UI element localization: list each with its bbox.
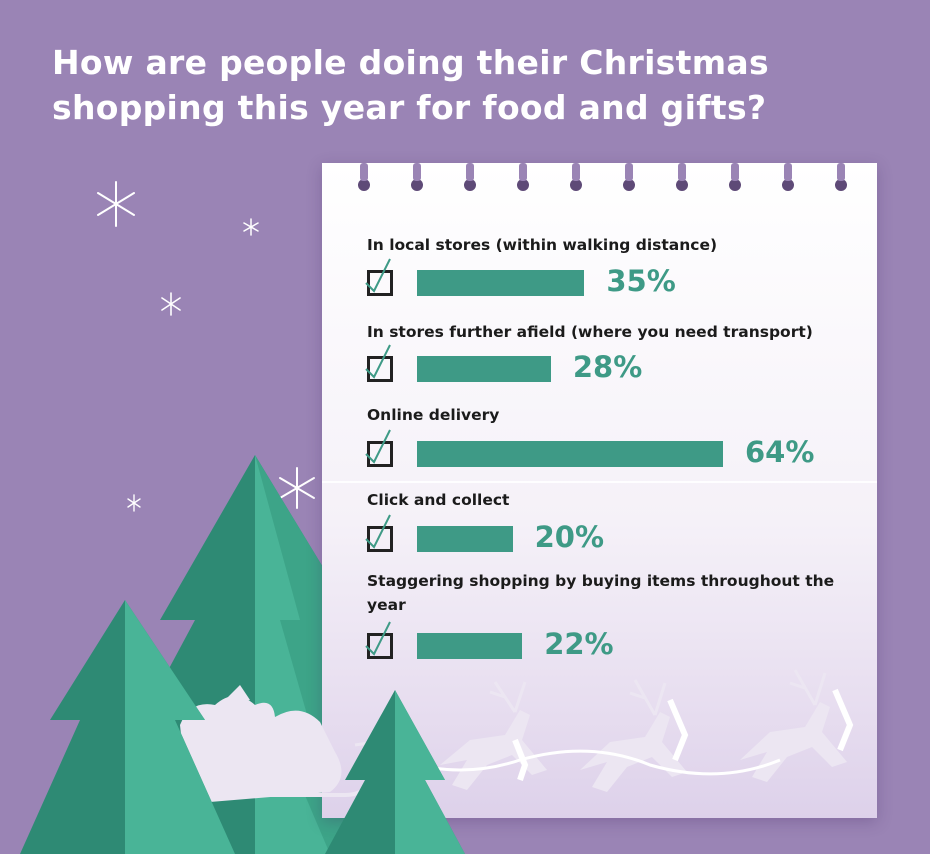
bar-row: 22% xyxy=(362,621,862,666)
checkbox-icon xyxy=(367,633,393,659)
bar-row: 28% xyxy=(362,344,862,389)
notepad-card: In local stores (within walking distance… xyxy=(322,163,877,818)
checkmark-icon xyxy=(365,514,391,549)
bar xyxy=(417,356,551,382)
title-line-2: shopping this year for food and gifts? xyxy=(52,88,767,127)
bar xyxy=(417,526,513,552)
sparkle-icon xyxy=(279,467,315,509)
bar xyxy=(417,270,585,296)
checkbox-icon xyxy=(367,356,393,382)
category-label: In stores further afield (where you need… xyxy=(367,323,813,341)
sparkle-icon xyxy=(161,292,181,316)
notepad-binding-rings xyxy=(358,163,847,191)
value-label: 64% xyxy=(745,435,815,469)
paper-fold-line xyxy=(322,481,877,483)
checkmark-icon xyxy=(365,344,391,379)
checkbox-icon xyxy=(367,441,393,467)
checkbox-icon xyxy=(367,526,393,552)
value-label: 28% xyxy=(572,350,643,384)
checkmark-icon xyxy=(365,258,391,293)
value-label: 20% xyxy=(534,520,605,554)
bar xyxy=(417,633,523,659)
category-label: In local stores (within walking distance… xyxy=(367,236,718,254)
value-label: 22% xyxy=(544,627,614,661)
title-line-1: How are people doing their Christmas xyxy=(52,43,769,82)
checkmark-icon xyxy=(365,621,391,656)
bar-row: 64% xyxy=(362,429,862,474)
bar-row: 20% xyxy=(362,514,862,559)
category-label: Staggering shopping by buying items thro… xyxy=(367,572,835,614)
sparkle-icon xyxy=(127,494,141,512)
bar xyxy=(417,441,723,467)
sparkle-icon xyxy=(97,181,135,227)
category-label: Click and collect xyxy=(367,491,510,509)
checkbox-icon xyxy=(367,270,393,296)
category-label: Online delivery xyxy=(367,406,500,424)
value-label: 35% xyxy=(606,264,676,298)
chart-title: How are people doing their Christmas sho… xyxy=(52,40,852,130)
checkmark-icon xyxy=(365,429,391,464)
sparkle-icon xyxy=(243,218,259,236)
bar-row: 35% xyxy=(362,258,862,303)
